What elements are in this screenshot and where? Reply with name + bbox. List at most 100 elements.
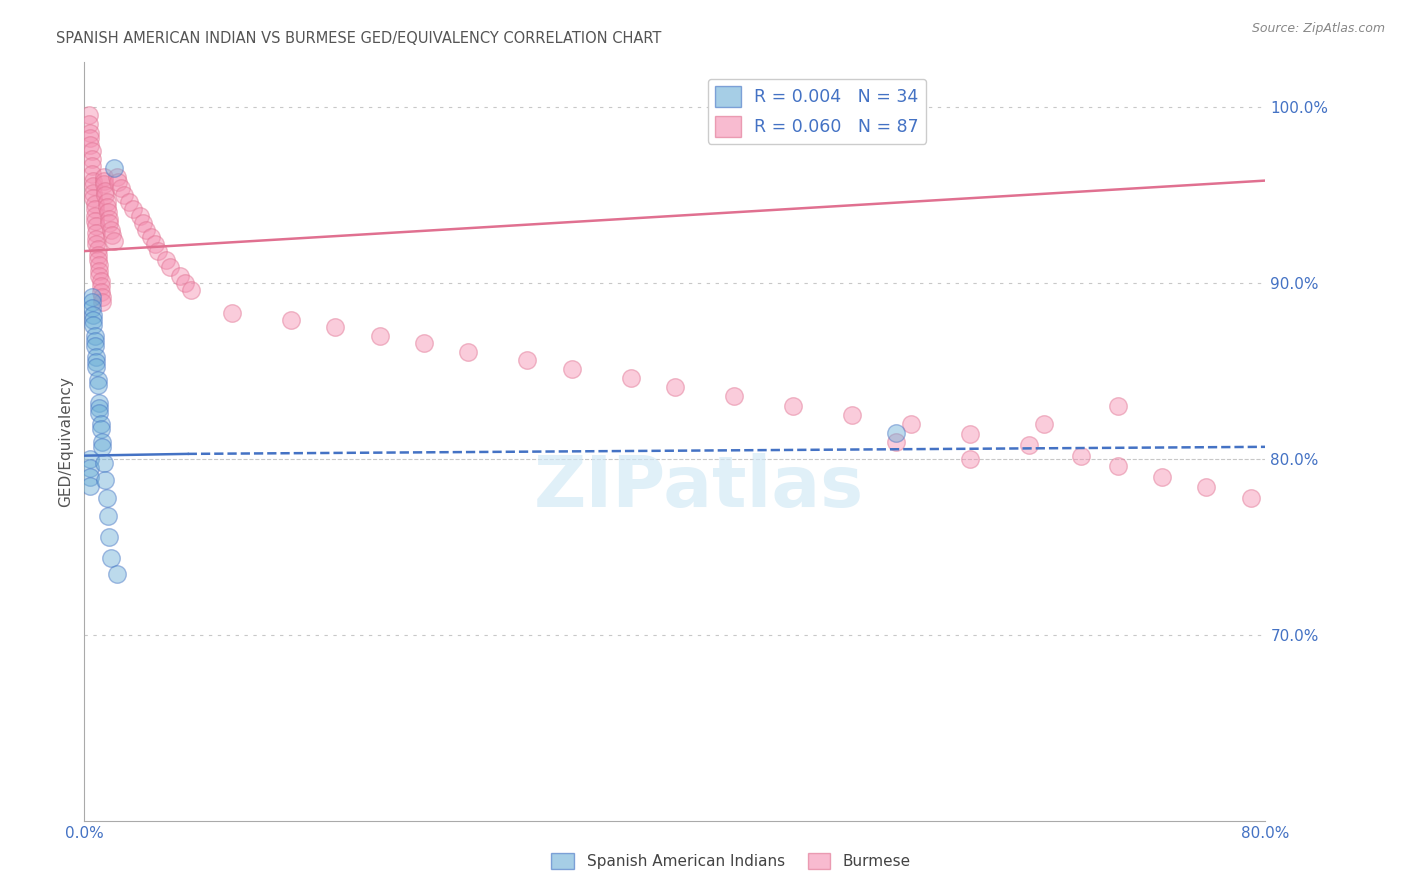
- Point: [122, 202, 145, 216]
- Point: [82, 173, 104, 187]
- Point: [155, 252, 177, 267]
- Point: [79, 452, 101, 467]
- Point: [80, 301, 103, 315]
- Point: [107, 175, 129, 189]
- Point: [169, 268, 191, 283]
- Point: [80, 153, 103, 167]
- Point: [105, 169, 128, 184]
- Point: [1240, 491, 1263, 505]
- Point: [100, 223, 122, 237]
- Point: [93, 456, 115, 470]
- Point: [900, 417, 922, 431]
- Point: [84, 360, 107, 375]
- Point: [1150, 470, 1173, 484]
- Point: [86, 252, 108, 267]
- Point: [84, 227, 107, 241]
- Point: [91, 295, 114, 310]
- Point: [90, 274, 112, 288]
- Point: [80, 144, 103, 158]
- Point: [143, 237, 166, 252]
- Point: [94, 473, 117, 487]
- Point: [82, 318, 104, 333]
- Point: [82, 313, 104, 327]
- Point: [93, 177, 115, 191]
- Point: [1107, 459, 1129, 474]
- Point: [959, 452, 981, 467]
- Point: [84, 219, 107, 234]
- Point: [96, 491, 118, 505]
- Point: [80, 290, 103, 304]
- Y-axis label: GED/Equivalency: GED/Equivalency: [58, 376, 73, 507]
- Point: [959, 427, 981, 442]
- Point: [79, 470, 101, 484]
- Point: [91, 440, 114, 454]
- Point: [148, 244, 170, 259]
- Point: [79, 126, 101, 140]
- Point: [105, 566, 128, 581]
- Point: [87, 396, 111, 410]
- Point: [83, 328, 105, 343]
- Point: [132, 216, 155, 230]
- Point: [90, 422, 112, 436]
- Point: [80, 160, 103, 174]
- Point: [98, 212, 121, 227]
- Legend: R = 0.004   N = 34, R = 0.060   N = 87: R = 0.004 N = 34, R = 0.060 N = 87: [707, 78, 927, 144]
- Point: [82, 178, 104, 193]
- Point: [79, 478, 101, 492]
- Point: [90, 417, 112, 431]
- Point: [82, 191, 104, 205]
- Point: [1070, 449, 1092, 463]
- Text: SPANISH AMERICAN INDIAN VS BURMESE GED/EQUIVALENCY CORRELATION CHART: SPANISH AMERICAN INDIAN VS BURMESE GED/E…: [56, 31, 662, 46]
- Point: [94, 187, 117, 202]
- Point: [87, 263, 111, 277]
- Point: [100, 550, 122, 565]
- Point: [79, 131, 101, 145]
- Point: [90, 279, 112, 293]
- Point: [93, 173, 115, 187]
- Point: [87, 258, 111, 272]
- Point: [87, 406, 111, 420]
- Point: [368, 328, 391, 343]
- Point: [1107, 399, 1129, 413]
- Point: [1033, 417, 1056, 431]
- Point: [103, 161, 125, 176]
- Point: [82, 308, 104, 322]
- Point: [83, 196, 105, 211]
- Point: [86, 378, 108, 392]
- Point: [86, 247, 108, 261]
- Point: [91, 434, 114, 449]
- Point: [139, 230, 162, 244]
- Point: [325, 320, 347, 334]
- Point: [180, 283, 202, 297]
- Point: [516, 353, 538, 368]
- Point: [841, 408, 863, 422]
- Point: [87, 401, 111, 415]
- Point: [413, 335, 436, 350]
- Text: Source: ZipAtlas.com: Source: ZipAtlas.com: [1251, 22, 1385, 36]
- Point: [83, 334, 105, 348]
- Point: [620, 371, 643, 385]
- Point: [173, 276, 195, 290]
- Point: [97, 508, 120, 523]
- Point: [80, 167, 103, 181]
- Point: [159, 260, 181, 274]
- Point: [93, 169, 115, 184]
- Point: [112, 187, 135, 202]
- Point: [84, 350, 107, 364]
- Point: [886, 425, 908, 440]
- Point: [135, 223, 157, 237]
- Point: [83, 339, 105, 353]
- Point: [886, 434, 908, 449]
- Point: [110, 180, 132, 194]
- Point: [129, 209, 152, 223]
- Point: [96, 194, 118, 209]
- Point: [84, 232, 107, 246]
- Point: [101, 228, 124, 243]
- Point: [77, 117, 100, 131]
- Point: [221, 306, 243, 320]
- Point: [86, 243, 108, 257]
- Point: [280, 313, 302, 327]
- Point: [98, 216, 121, 230]
- Point: [83, 209, 105, 223]
- Point: [86, 373, 108, 387]
